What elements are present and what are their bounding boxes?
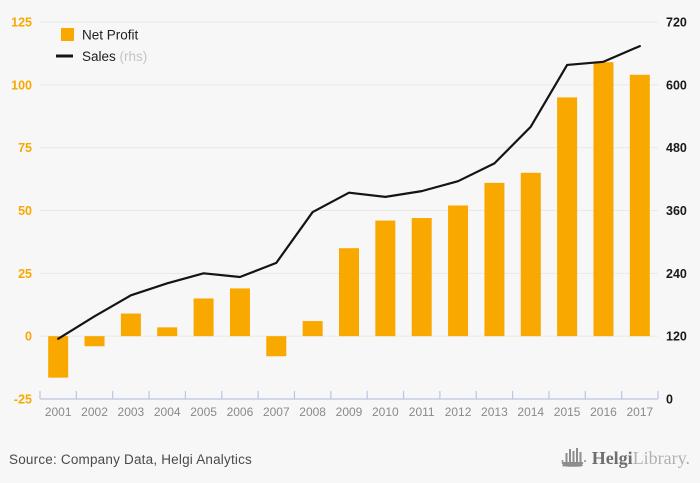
left-axis-label: 100 — [11, 78, 32, 92]
bar-2008 — [302, 321, 323, 337]
x-axis-label: 2001 — [45, 405, 72, 419]
right-axis-label: 360 — [666, 204, 687, 218]
source-text: Source: Company Data, Helgi Analytics — [9, 452, 253, 467]
left-axis-label: -25 — [14, 393, 32, 407]
right-axis-label: 120 — [666, 330, 687, 344]
ship-bars-icon — [561, 448, 586, 467]
left-axis-label: 0 — [25, 330, 32, 344]
bar-2012 — [448, 205, 469, 337]
x-axis-label: 2002 — [81, 405, 108, 419]
bar-2002 — [84, 336, 105, 347]
bar-2014 — [520, 172, 541, 337]
legend-swatch-net-profit — [61, 28, 74, 41]
logo-product: Library. — [632, 448, 690, 468]
bar-2013 — [484, 182, 505, 337]
bar-2010 — [375, 220, 396, 337]
x-axis-label: 2016 — [590, 405, 617, 419]
bar-2001 — [48, 336, 69, 378]
bar-2011 — [411, 218, 432, 337]
left-axis-label: 125 — [11, 16, 32, 30]
right-axis-label: 480 — [666, 141, 687, 155]
bar-2006 — [229, 288, 250, 337]
x-axis-label: 2010 — [372, 405, 399, 419]
bar-2015 — [557, 97, 578, 337]
right-axis-label: 720 — [666, 16, 687, 30]
helgi-library-logo: HelgiLibrary. — [561, 444, 690, 472]
sales-line — [57, 44, 641, 340]
x-axis-label: 2008 — [299, 405, 326, 419]
bar-2003 — [120, 313, 141, 337]
bar-2016 — [593, 62, 614, 337]
x-axis-label: 2004 — [154, 405, 181, 419]
right-axis-label: 0 — [666, 393, 673, 407]
legend-label-sales: Sales (rhs) — [82, 49, 147, 64]
left-axis-label: 50 — [18, 204, 32, 218]
x-axis-label: 2015 — [554, 405, 581, 419]
x-axis-label: 2013 — [481, 405, 508, 419]
bar-2007 — [266, 336, 287, 357]
right-axis-label: 240 — [666, 267, 687, 281]
x-axis-label: 2006 — [227, 405, 254, 419]
x-axis-label: 2007 — [263, 405, 290, 419]
x-axis-label: 2011 — [409, 405, 435, 419]
left-axis-label: 25 — [18, 267, 32, 281]
legend-label-net-profit: Net Profit — [82, 28, 139, 43]
bar-2009 — [339, 248, 359, 337]
x-axis-label: 2009 — [336, 405, 363, 419]
net-profit-sales-chart: 125 100 75 50 25 0 -25 720 600 480 360 240 120 0 2001 2… — [11, 16, 687, 420]
left-axis-label: 75 — [18, 141, 32, 155]
x-axis-label: 2005 — [190, 405, 217, 419]
bar-2017 — [629, 74, 650, 337]
x-axis-label: 2012 — [445, 405, 472, 419]
bar-2004 — [157, 327, 178, 337]
x-axis-label: 2017 — [626, 405, 653, 419]
x-axis-label: 2014 — [517, 405, 544, 419]
bar-2005 — [193, 298, 214, 337]
right-axis-label: 600 — [666, 78, 687, 92]
x-axis-label: 2003 — [118, 405, 145, 419]
logo-brand: Helgi — [591, 448, 633, 468]
